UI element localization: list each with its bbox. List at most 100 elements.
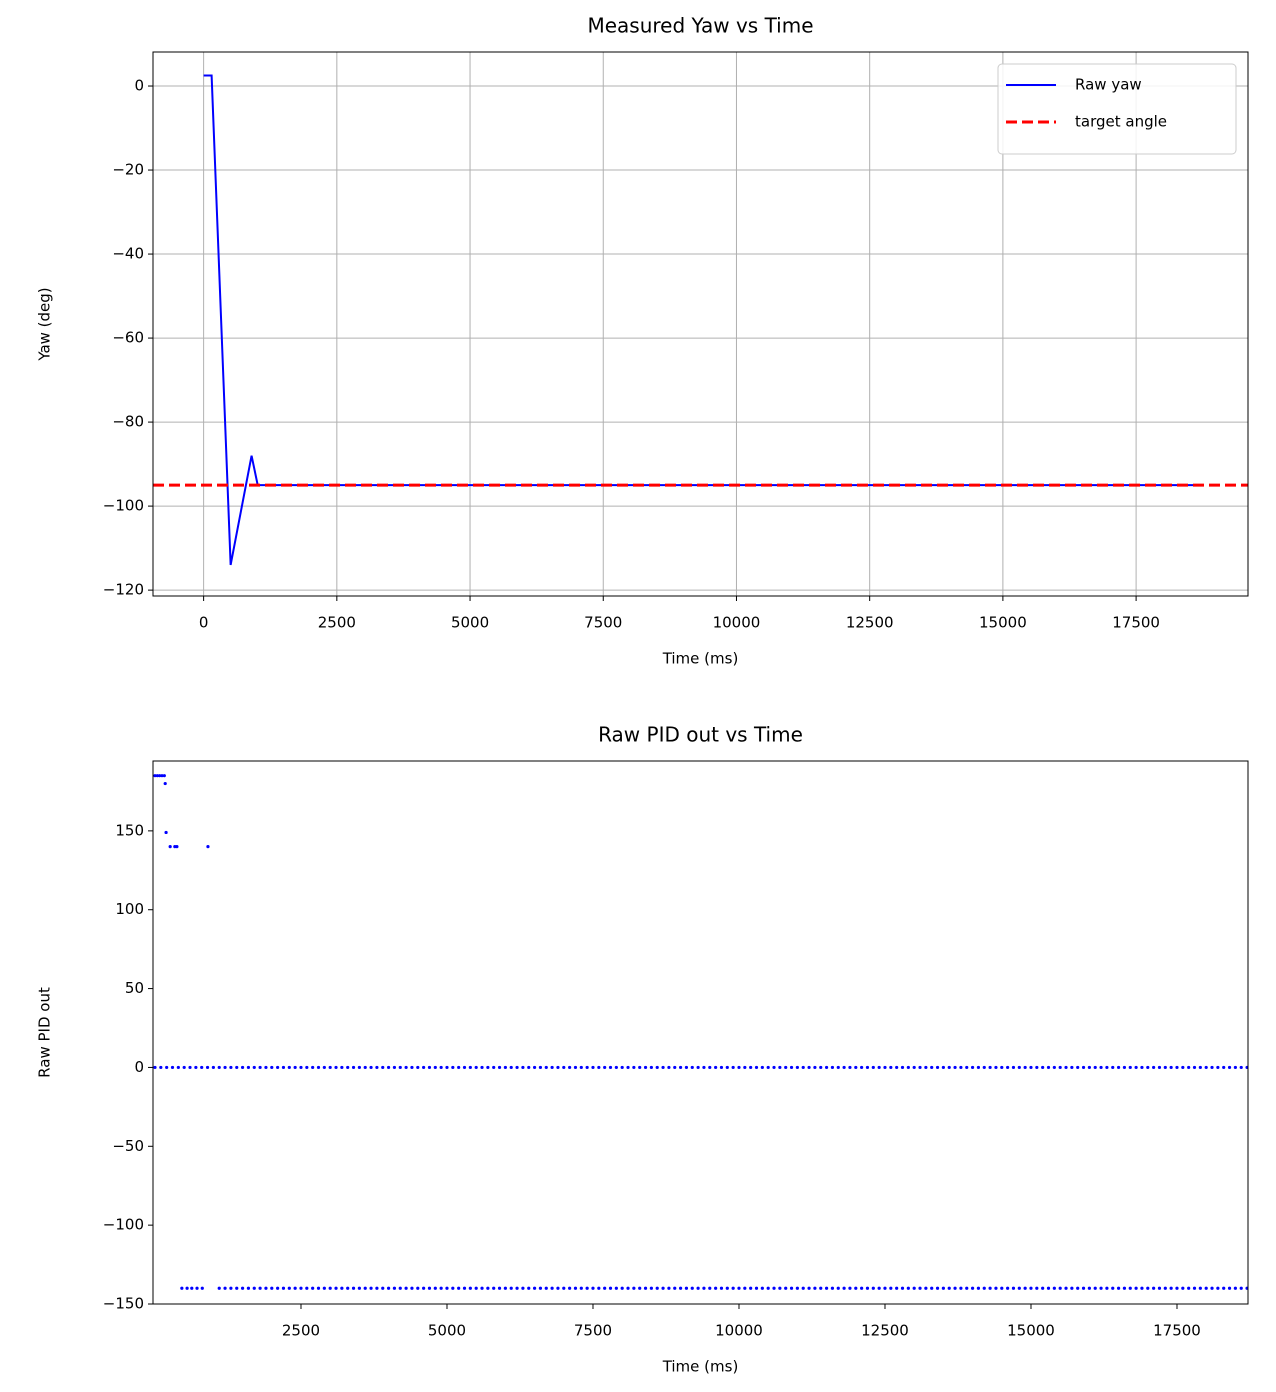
scatter-point	[562, 1065, 566, 1070]
scatter-point	[772, 1065, 776, 1070]
scatter-point	[1064, 1065, 1068, 1070]
scatter-point	[696, 1286, 700, 1290]
scatter-point	[398, 1065, 402, 1070]
scatter-point	[276, 1286, 280, 1290]
y-tick-label: 50	[125, 979, 144, 997]
scatter-point	[468, 1065, 472, 1070]
scatter-point	[182, 1065, 186, 1070]
scatter-point	[959, 1286, 963, 1290]
scatter-point	[457, 1065, 461, 1070]
scatter-point	[801, 1065, 805, 1070]
scatter-point	[316, 1065, 321, 1070]
x-tick-label: 15000	[979, 614, 1027, 632]
scatter-point	[462, 1286, 467, 1290]
scatter-point	[532, 1286, 537, 1290]
scatter-point	[163, 781, 167, 786]
scatter-point	[708, 1065, 712, 1070]
scatter-point	[334, 1065, 338, 1070]
scatter-point	[573, 1286, 578, 1290]
scatter-point	[176, 1065, 180, 1070]
scatter-point	[1041, 1286, 1045, 1290]
scatter-point	[784, 1286, 788, 1290]
scatter-point	[591, 1286, 595, 1290]
legend-box	[997, 63, 1237, 155]
scatter-point	[270, 1065, 274, 1070]
scatter-point	[889, 1286, 893, 1290]
scatter-point	[579, 1286, 583, 1290]
scatter-point	[970, 1286, 975, 1290]
scatter-point	[795, 1286, 799, 1290]
scatter-point	[281, 1065, 286, 1070]
scatter-point	[363, 1065, 367, 1070]
scatter-point	[1011, 1286, 1016, 1290]
y-tick-label: −50	[112, 1137, 144, 1155]
scatter-point	[836, 1286, 840, 1290]
scatter-point	[195, 1286, 199, 1290]
scatter-point	[165, 1065, 169, 1070]
scatter-point	[1222, 1286, 1226, 1290]
y-tick-label: 100	[115, 900, 144, 918]
scatter-point	[766, 1286, 770, 1290]
scatter-point	[416, 1065, 420, 1070]
scatter-point	[334, 1286, 338, 1290]
y-tick-label: −40	[112, 245, 144, 263]
x-tick-label: 10000	[715, 1322, 763, 1340]
scatter-point	[398, 1286, 402, 1290]
scatter-point	[293, 1065, 297, 1070]
scatter-point	[865, 1286, 870, 1290]
scatter-point	[1204, 1065, 1208, 1070]
scatter-point	[200, 1286, 204, 1290]
scatter-point	[252, 1286, 256, 1290]
scatter-point	[830, 1065, 835, 1070]
scatter-point	[719, 1065, 724, 1070]
scatter-point	[906, 1065, 910, 1070]
scatter-point	[252, 1065, 256, 1070]
scatter-point	[860, 1286, 864, 1290]
scatter-point	[1163, 1286, 1167, 1290]
scatter-point	[784, 1065, 788, 1070]
scatter-point	[965, 1286, 969, 1290]
scatter-point	[848, 1065, 852, 1070]
scatter-point	[538, 1286, 543, 1290]
scatter-point	[1058, 1065, 1062, 1070]
scatter-point	[789, 1286, 794, 1290]
scatter-point	[328, 1286, 332, 1290]
scatter-point	[164, 830, 168, 835]
scatter-point	[427, 1286, 432, 1290]
scatter-point	[1146, 1065, 1150, 1070]
x-tick-label: 7500	[574, 1322, 612, 1340]
scatter-point	[1116, 1286, 1121, 1290]
scatter-point	[918, 1065, 922, 1070]
scatter-point	[276, 1065, 280, 1070]
scatter-point	[1157, 1065, 1162, 1070]
scatter-point	[1052, 1286, 1056, 1290]
scatter-point	[1076, 1286, 1080, 1290]
scatter-point	[988, 1065, 992, 1070]
plot-area	[153, 774, 1248, 1290]
scatter-point	[1070, 1065, 1074, 1070]
scatter-point	[860, 1065, 864, 1070]
scatter-point	[661, 1286, 665, 1290]
scatter-point	[725, 1065, 729, 1070]
scatter-point	[486, 1286, 490, 1290]
scatter-point	[351, 1065, 356, 1070]
scatter-point	[778, 1065, 782, 1070]
x-tick-label: 5000	[451, 614, 489, 632]
scatter-point	[1175, 1065, 1179, 1070]
scatter-point	[1239, 1065, 1243, 1070]
scatter-point	[258, 1065, 262, 1070]
scatter-point	[346, 1065, 350, 1070]
scatter-point	[1006, 1065, 1010, 1070]
scatter-point	[521, 1286, 525, 1290]
scatter-point	[1198, 1286, 1202, 1290]
scatter-point	[1181, 1065, 1185, 1070]
scatter-point	[159, 1065, 163, 1070]
scatter-point	[976, 1065, 981, 1070]
scatter-point	[643, 1065, 648, 1070]
scatter-point	[1216, 1286, 1220, 1290]
scatter-point	[824, 1286, 829, 1290]
scatter-point	[1105, 1286, 1109, 1290]
scatter-point	[375, 1065, 379, 1070]
scatter-point	[1187, 1065, 1191, 1070]
scatter-point	[690, 1286, 694, 1290]
